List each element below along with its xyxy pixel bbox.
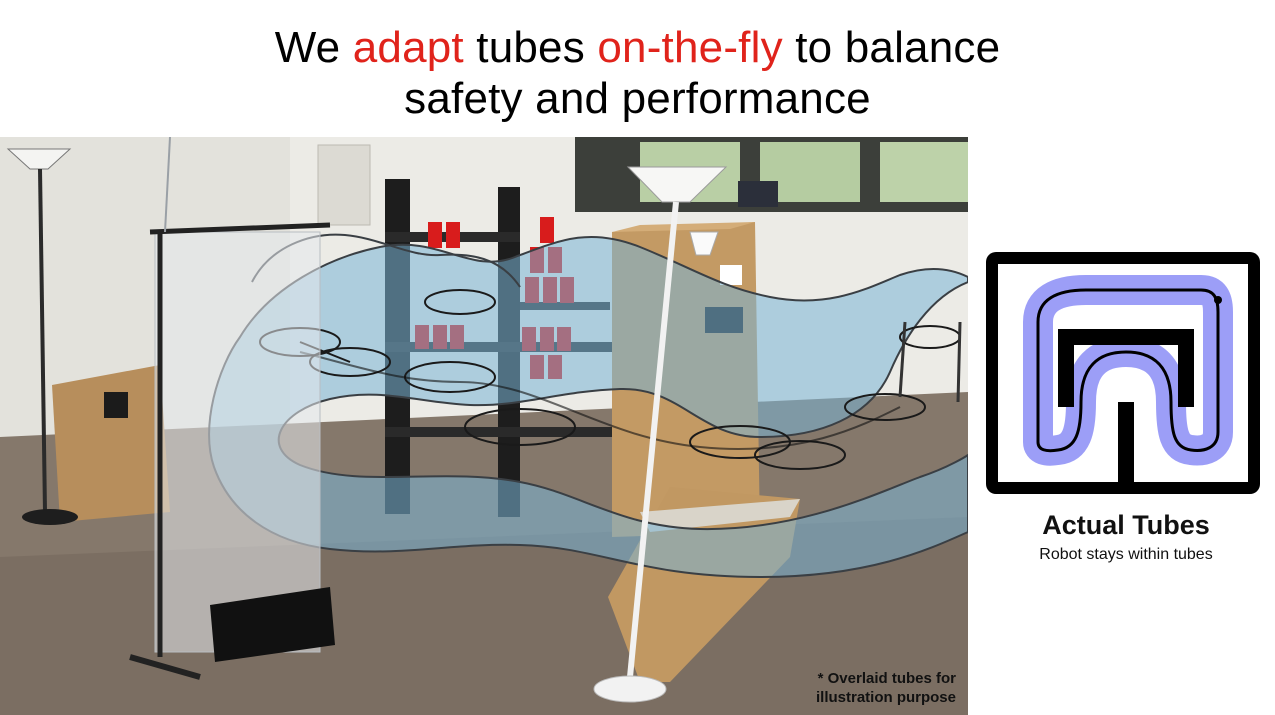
door: [317, 144, 371, 226]
map-trajectory-end: [1214, 296, 1222, 304]
floor-lamp-left-icon: [6, 148, 78, 525]
map-inner-wall-u: [1058, 329, 1194, 407]
panel-title: Actual Tubes: [1042, 510, 1210, 540]
curtain-rod: [149, 222, 331, 235]
overlay-note-line-1: * Overlaid tubes for: [817, 670, 956, 687]
photo-scene: [0, 137, 968, 715]
title-line-2: safety and performance: [404, 74, 871, 123]
left-cardboard-box: [52, 365, 170, 522]
title-highlight-adapt: adapt: [352, 23, 464, 72]
panel-subtitle: Robot stays within tubes: [1039, 546, 1213, 563]
tube-map: [986, 252, 1260, 494]
title-highlight-on-the-fly: on-the-fly: [597, 23, 783, 72]
quadrotor-drone-icon: [259, 289, 961, 470]
title-text-1: We: [274, 23, 353, 72]
title-text-3: to balance: [782, 23, 1001, 72]
slide-title: We adapt tubes on-the-fly to balance saf…: [0, 22, 1275, 124]
chair-right: [898, 321, 962, 403]
tube-overlay: [208, 235, 968, 579]
tube-map-svg: [986, 252, 1260, 494]
overlay-note-line-2: illustration purpose: [815, 689, 956, 706]
shelf-board-3: [385, 427, 615, 437]
window-pane-3: [880, 142, 968, 202]
experiment-photo: * Overlaid tubes for illustration purpos…: [0, 137, 968, 715]
title-line-1: We adapt tubes on-the-fly to balance: [0, 22, 1275, 73]
black-case: [210, 587, 335, 662]
map-robot-trajectory: [1036, 288, 1220, 453]
overlay-note: * Overlaid tubes for illustration purpos…: [816, 669, 956, 707]
plastic-curtain: [154, 231, 321, 653]
floor-lamp-center-icon: [593, 166, 728, 703]
laptop: [738, 181, 778, 207]
title-text-2: tubes: [463, 23, 598, 72]
